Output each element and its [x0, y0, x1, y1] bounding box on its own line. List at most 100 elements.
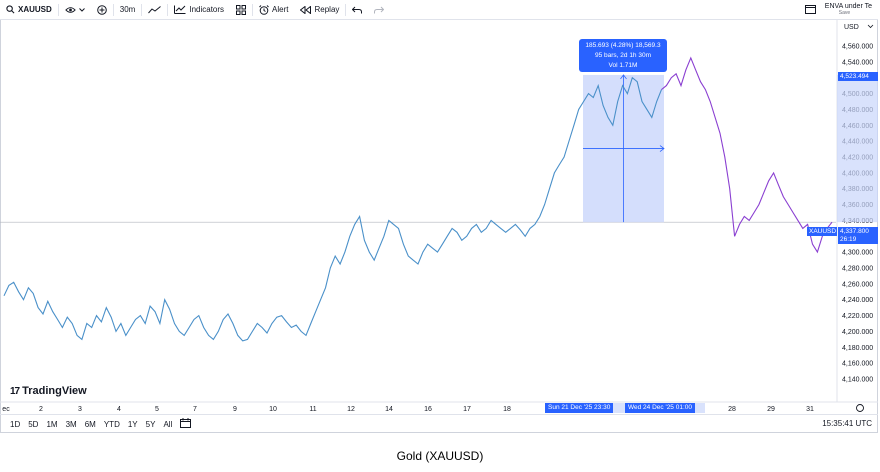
measure-tooltip: 185.693 (4.28%) 18,569.3 95 bars, 2d 1h … — [579, 39, 667, 72]
toolbar-divider — [141, 3, 143, 16]
range-6m[interactable]: 6M — [84, 419, 96, 429]
measure-bars: 95 bars, 2d 1h 30m — [594, 52, 651, 59]
range-ytd[interactable]: YTD — [103, 419, 120, 429]
time-tick-label: 12 — [347, 406, 355, 413]
line-chart-icon — [148, 5, 162, 13]
time-tick-label: 5 — [155, 406, 159, 413]
bar-countdown: 26:19 — [838, 235, 878, 244]
indicators-label: Indicators — [189, 5, 225, 14]
gear-icon[interactable] — [856, 404, 864, 412]
measure-change: 185.693 (4.28%) 18,569.3 — [585, 42, 661, 49]
range-3m[interactable]: 3M — [65, 419, 77, 429]
calendar-icon — [180, 418, 192, 428]
utc-clock[interactable]: 15:35:41 UTC — [822, 419, 872, 428]
range-5d[interactable]: 5D — [28, 419, 39, 429]
chevron-down-icon — [78, 7, 85, 12]
time-tick-label: 14 — [385, 406, 393, 413]
currency-label: USD — [844, 24, 859, 31]
price-range-highlight — [837, 74, 878, 223]
layout-name-block: ENVA under Te Save — [819, 3, 872, 17]
symbol-tag: XAUUSD — [807, 227, 837, 236]
time-tick-label: ec — [2, 406, 10, 413]
symbol-search-button[interactable]: XAUUSD — [0, 0, 58, 19]
top-toolbar: XAUUSD 30m Indicators Alert Replay — [0, 0, 878, 20]
time-axis[interactable]: ec 2 3 4 5 7 9 10 11 12 14 16 17 18 28 29 31 — [0, 401, 878, 413]
range-1m[interactable]: 1M — [46, 419, 58, 429]
toolbar-divider — [112, 3, 114, 16]
price-tick-label: 4,220.000 — [842, 313, 873, 320]
chart-type-button[interactable] — [142, 0, 167, 19]
indicators-button[interactable]: Indicators — [168, 0, 230, 19]
compare-symbol-button[interactable] — [91, 0, 113, 19]
price-tick-label: 4,260.000 — [842, 281, 873, 288]
price-tick-label: 4,240.000 — [842, 297, 873, 304]
bottom-toolbar: 1D 5D 1M 3M 6M YTD 1Y 5Y All 15:35:41 UT… — [0, 414, 878, 433]
undo-icon — [352, 6, 363, 13]
range-start-label: Sun 21 Dec '25 23:30 — [545, 403, 614, 413]
layout-save-status: Save — [838, 9, 851, 16]
time-tick-label: 4 — [117, 406, 121, 413]
search-icon — [6, 5, 15, 14]
date-range-button[interactable] — [176, 418, 195, 430]
watch-button[interactable] — [59, 0, 91, 19]
time-tick-label: 29 — [767, 406, 775, 413]
time-tick-label: 7 — [193, 406, 197, 413]
layout-controls: ENVA under Te Save — [799, 0, 878, 19]
interval-button[interactable]: 30m — [114, 0, 142, 19]
redo-button[interactable] — [368, 0, 390, 19]
add-circle-icon — [96, 4, 107, 15]
indicators-icon — [174, 5, 186, 14]
range-end-label: Wed 24 Dec '25 01:00 — [625, 403, 695, 413]
layout-select-button[interactable]: ENVA under Te Save — [799, 0, 878, 19]
layout-name: ENVA under Te — [824, 2, 872, 10]
tradingview-mark-icon: 17 — [10, 385, 20, 397]
price-tick-label: 4,180.000 — [842, 345, 873, 352]
layouts-button[interactable] — [230, 0, 252, 19]
time-tick-label: 18 — [503, 406, 511, 413]
interval-label: 30m — [119, 5, 136, 14]
plot-area — [0, 56, 836, 342]
time-tick-label: 31 — [806, 406, 814, 413]
chart-window — [0, 0, 878, 433]
price-tick-label: 4,160.000 — [842, 361, 873, 368]
measure-arrow-up-icon — [620, 74, 627, 80]
price-axis[interactable]: USD4,560.0004,540.0004,520.0004,500.0004… — [836, 19, 878, 402]
price-tick-label: 4,200.000 — [842, 329, 873, 336]
redo-icon — [374, 6, 385, 13]
toolbar-divider — [345, 3, 347, 16]
alert-label: Alert — [272, 5, 289, 14]
range-1y[interactable]: 1Y — [127, 419, 138, 429]
tradingview-logo[interactable]: 17 TradingView — [10, 385, 87, 397]
measure-volume: Vol 1.71M — [608, 62, 638, 69]
alarm-clock-icon — [259, 4, 269, 15]
price-tick-label: 4,300.000 — [842, 250, 873, 257]
measure-arrow-right-icon — [659, 145, 665, 152]
last-price-label: 4,337.800 — [838, 227, 878, 236]
range-5y[interactable]: 5Y — [145, 419, 156, 429]
undo-button[interactable] — [346, 0, 368, 19]
grid-icon — [236, 4, 247, 15]
window-icon — [804, 5, 816, 14]
price-tick-label: 4,560.000 — [842, 44, 873, 51]
figure-caption: Gold (XAUUSD) — [396, 449, 484, 463]
toolbar-divider — [252, 3, 254, 16]
price-tick-label: 4,140.000 — [842, 377, 873, 384]
time-tick-label: 17 — [463, 406, 471, 413]
price-chart[interactable]: USD4,560.0004,540.0004,520.0004,500.0004… — [0, 19, 878, 414]
chevron-down-icon — [867, 24, 874, 29]
alert-button[interactable]: Alert — [253, 0, 294, 19]
time-tick-label: 9 — [233, 406, 237, 413]
time-tick-label: 3 — [78, 406, 82, 413]
toolbar-divider — [57, 3, 59, 16]
eye-icon — [65, 6, 76, 13]
replay-button[interactable]: Replay — [294, 0, 345, 19]
toolbar-divider — [167, 3, 169, 16]
replay-label: Replay — [314, 5, 340, 14]
time-tick-label: 11 — [309, 406, 316, 413]
range-all[interactable]: All — [163, 419, 173, 429]
time-tick-label: 10 — [269, 406, 277, 413]
price-tick-label: 4,540.000 — [842, 59, 873, 66]
range-1d[interactable]: 1D — [10, 419, 21, 429]
measure-price-label: 4,523.494 — [838, 72, 878, 81]
price-series-highlight-line — [661, 56, 833, 254]
